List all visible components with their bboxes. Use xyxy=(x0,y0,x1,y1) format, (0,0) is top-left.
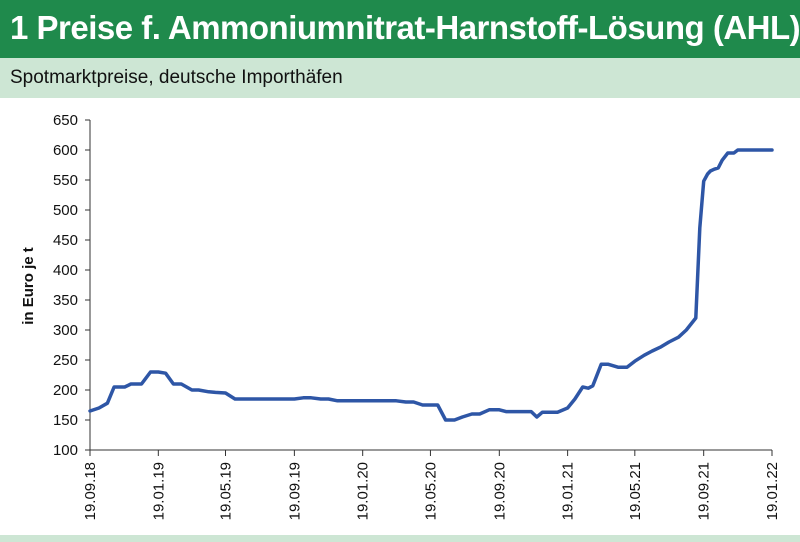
y-tick-label: 550 xyxy=(53,172,78,189)
line-chart: in Euro je t 100 150 200 250 300 350 400 450 500… xyxy=(20,112,781,520)
chart-title: 1 Preise f. Ammoniumnitrat-Harnstoff-Lös… xyxy=(10,9,800,46)
x-tick-label: 19.01.22 xyxy=(764,462,781,520)
x-tick-label: 19.05.21 xyxy=(627,462,644,520)
y-tick-label: 450 xyxy=(53,232,78,249)
x-tick-label: 19.05.19 xyxy=(218,462,235,520)
y-tick-label: 100 xyxy=(53,442,78,459)
chart-subtitle: Spotmarktpreise, deutsche Importhäfen xyxy=(10,67,343,88)
x-tick-label: 19.01.19 xyxy=(150,462,167,520)
y-tick-label: 600 xyxy=(53,142,78,159)
x-tick-label: 19.01.20 xyxy=(355,462,372,520)
x-tick-label: 19.01.21 xyxy=(560,462,577,520)
x-tick-label: 19.09.19 xyxy=(286,462,303,520)
plot-area xyxy=(88,148,774,422)
x-tick-label: 19.09.20 xyxy=(491,462,508,520)
y-tick-label: 650 xyxy=(53,112,78,129)
y-tick-label: 200 xyxy=(53,382,78,399)
y-tick-label: 250 xyxy=(53,352,78,369)
x-axis: 19.09.18 19.01.19 19.05.19 19.09.19 19.01.20… xyxy=(82,449,781,520)
y-axis-title: in Euro je t xyxy=(20,247,37,325)
x-tick-label: 19.09.21 xyxy=(696,462,713,520)
y-tick-label: 400 xyxy=(53,262,78,279)
y-tick-label: 350 xyxy=(53,292,78,309)
y-tick-label: 300 xyxy=(53,322,78,339)
x-tick-label: 19.05.20 xyxy=(422,462,439,520)
bottom-bar xyxy=(0,535,800,542)
y-axis: 100 150 200 250 300 350 400 450 500 550 600 650 xyxy=(53,112,91,459)
title-bar: 1 Preise f. Ammoniumnitrat-Harnstoff-Lös… xyxy=(0,0,800,58)
x-tick-label: 19.09.18 xyxy=(82,462,99,520)
series-line-0 xyxy=(88,148,774,422)
y-tick-label: 500 xyxy=(53,202,78,219)
y-tick-label: 150 xyxy=(53,412,78,429)
subtitle-bar: Spotmarktpreise, deutsche Importhäfen xyxy=(0,58,800,98)
